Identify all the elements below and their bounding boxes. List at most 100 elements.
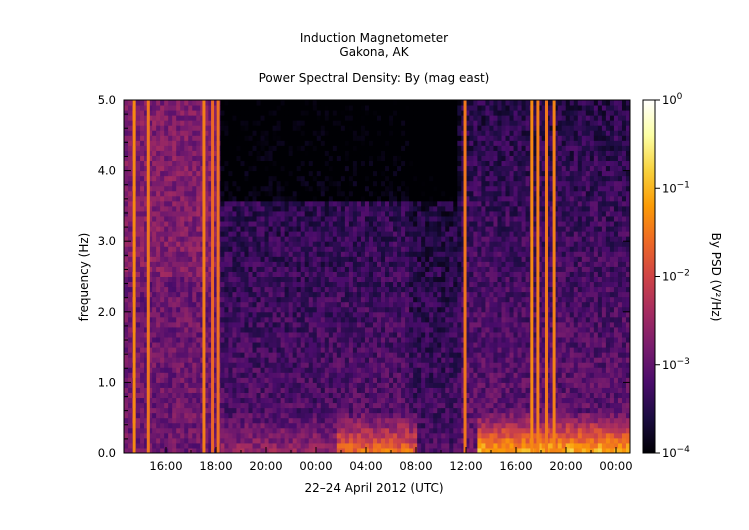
heatmap-cell [136,291,141,298]
heatmap-cell [172,190,177,197]
heatmap-cell [208,347,213,353]
heatmap-cell [228,165,233,172]
heatmap-cell [312,402,318,409]
heatmap-cell [140,150,145,156]
heatmap-cell [352,417,358,424]
heatmap-cell [397,200,402,207]
heatmap-cell [136,120,141,126]
heatmap-cell [316,210,322,217]
heatmap-cell [208,412,213,419]
heatmap-cell [256,190,262,197]
heatmap-cell [212,241,217,247]
heatmap-cell [284,130,290,136]
heatmap-cell [260,321,266,328]
heatmap-cell [212,276,217,283]
heatmap-cell [212,357,217,363]
heatmap-cell [188,286,193,293]
heatmap-cell [212,195,217,202]
heatmap-cell [276,120,282,126]
heatmap-cell [180,195,185,202]
heatmap-cell [356,100,362,106]
heatmap-cell [140,387,145,393]
heatmap-cell [204,266,209,272]
heatmap-cell [352,286,358,293]
heatmap-cell [292,205,298,212]
heatmap-cell [124,397,129,404]
heatmap-cell [284,432,290,439]
heatmap-cell [397,236,402,242]
heatmap-cell [156,286,161,293]
heatmap-cell [336,357,342,363]
heatmap-cell [352,347,358,353]
heatmap-cell [324,180,330,187]
heatmap-cell [160,447,165,453]
heatmap-cell [324,321,330,328]
heatmap-cell [248,291,254,298]
heatmap-cell [300,447,306,453]
heatmap-cell [188,402,193,409]
heatmap-cell [292,281,298,288]
heatmap-cell [381,407,386,414]
heatmap-cell [381,301,386,308]
heatmap-cell [356,135,362,141]
heatmap-cell [208,306,213,313]
heatmap-cell [188,266,193,272]
heatmap-cell [368,165,374,172]
heatmap-cell [248,231,254,237]
heatmap-cell [272,417,278,424]
heatmap-cell [393,256,398,262]
heatmap-cell [248,190,254,197]
heatmap-cell [288,115,294,121]
heatmap-cell [236,215,241,222]
heatmap-cell [284,110,290,116]
heatmap-cell [393,372,398,378]
heatmap-cell [228,281,233,288]
heatmap-cell [377,195,382,202]
heatmap-cell [377,286,382,293]
heatmap-cell [268,135,274,141]
heatmap-cell [124,210,129,217]
heatmap-cell [172,412,177,419]
heatmap-cell [164,205,169,212]
heatmap-cell [148,185,153,192]
heatmap-cell [372,261,378,267]
heatmap-cell [328,271,334,277]
heatmap-cell [381,241,386,247]
heatmap-cell [212,331,217,338]
heatmap-cell [352,115,358,121]
heatmap-cell [344,246,350,252]
heatmap-cell [144,115,149,121]
heatmap-cell [372,402,378,409]
heatmap-cell [236,170,241,177]
heatmap-cell [308,397,314,404]
heatmap-cell [160,337,165,343]
heatmap-cell [136,392,141,399]
heatmap-cell [208,271,213,277]
heatmap-cell [232,422,237,429]
heatmap-cell [389,221,394,227]
heatmap-cell [268,236,274,242]
heatmap-cell [136,372,141,378]
heatmap-cell [180,221,185,227]
heatmap-cell [276,301,282,308]
heatmap-cell [316,367,322,373]
heatmap-cell [252,175,258,182]
heatmap-cell [308,221,314,227]
heatmap-cell [212,296,217,303]
heatmap-cell [288,321,294,328]
heatmap-cell [264,316,270,323]
heatmap-cell [296,422,302,429]
heatmap-cell [136,347,141,353]
heatmap-cell [364,316,370,323]
heatmap-cell [212,407,217,414]
heatmap-cell [176,226,181,232]
heatmap-cell [381,100,386,106]
heatmap-cell [385,306,390,313]
heatmap-cell [385,362,390,368]
heatmap-cell [180,447,185,453]
heatmap-cell [308,160,314,167]
heatmap-cell [156,120,161,126]
heatmap-cell [144,301,149,308]
heatmap-cell [172,175,177,182]
heatmap-cell [212,387,217,393]
